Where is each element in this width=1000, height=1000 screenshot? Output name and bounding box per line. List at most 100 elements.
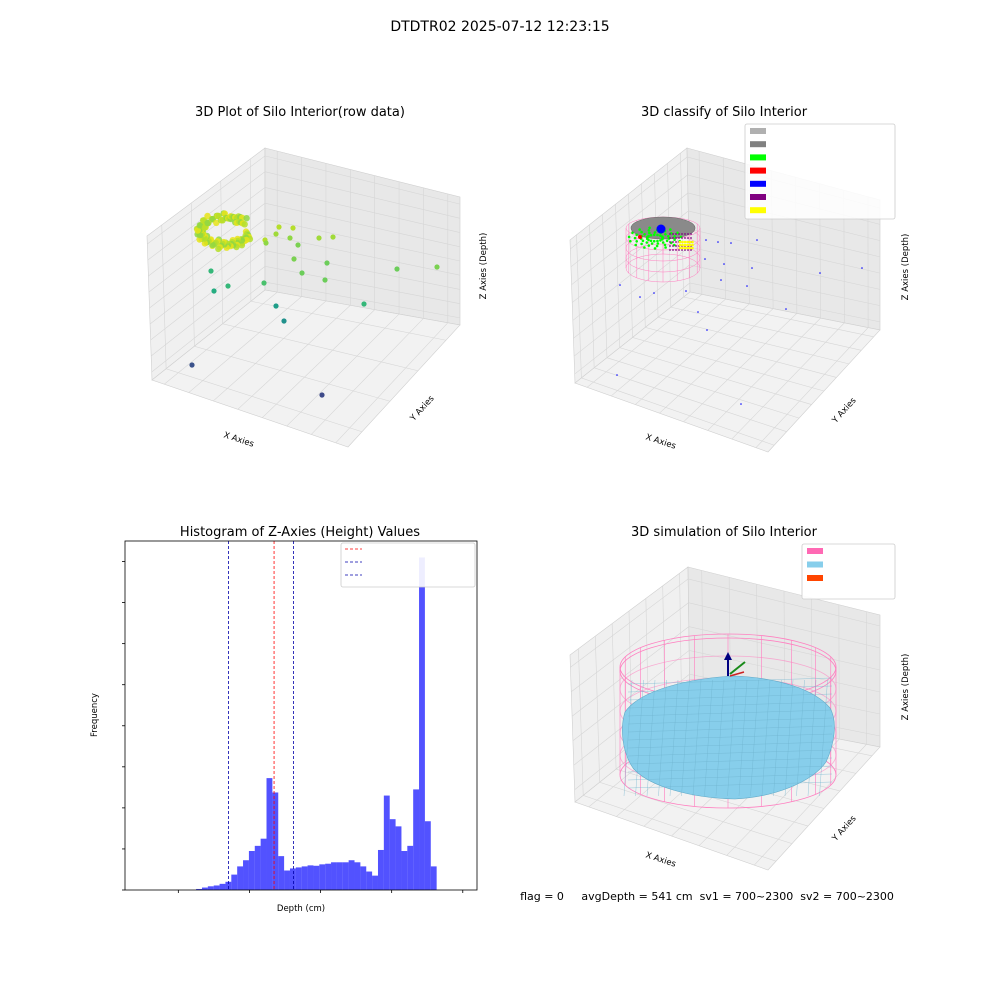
panel2-legend [744, 123, 896, 220]
panel1-point [281, 318, 287, 324]
panel2-sym-point [683, 246, 687, 250]
panel2-sym-point [683, 243, 687, 247]
panel2-interp-point [672, 241, 674, 243]
histogram-bar [295, 867, 302, 890]
panel2-rice-point [648, 226, 651, 230]
histogram-bar [354, 862, 361, 890]
panel2-rice-point [645, 241, 649, 244]
panel2-noise-point [639, 296, 641, 298]
panel2-rice-point [655, 244, 659, 248]
histogram-bar [342, 862, 349, 890]
panel1-point [276, 224, 282, 230]
figure-suptitle: DTDTR02 2025-07-12 12:23:15 [390, 19, 609, 35]
panel1-point [204, 212, 211, 220]
panel1-point [316, 235, 322, 241]
panel-raw-3d: 3D Plot of Silo Interior(row data) X Axi… [146, 105, 489, 450]
panel2-rice-point [635, 233, 638, 236]
panel2-interp-point [675, 233, 677, 235]
histogram-bar [207, 886, 214, 890]
panel2-legend-swatch-1 [750, 141, 766, 148]
panel2-rice-point [667, 235, 670, 238]
panel1-point [295, 242, 301, 248]
histogram-bar [254, 845, 261, 890]
panel4-zlabel: Z Axies (Depth) [901, 654, 911, 721]
panel2-rice-point [656, 239, 659, 243]
panel4-legend-swatch-3 [807, 588, 823, 595]
histogram-bar [336, 862, 343, 890]
panel1-point [273, 231, 279, 237]
histogram-bar [424, 821, 431, 890]
panel2-noise-point [717, 241, 719, 243]
panel2-interp-point [669, 241, 671, 243]
histogram-bar [301, 866, 308, 890]
panel2-interp-point [687, 233, 689, 235]
status-line: flag = 0 avgDepth = 541 cm sv1 = 700~230… [520, 890, 894, 903]
panel2-rice-point [665, 239, 669, 243]
panel1-point [291, 256, 297, 262]
panel1-point [225, 283, 231, 289]
panel1-point [273, 303, 279, 309]
panel2-interp-point [684, 233, 686, 235]
panel2-noise-point [785, 308, 787, 310]
panel2-interp-point [687, 237, 689, 239]
panel2-rice-point [656, 242, 660, 245]
panel1-point [263, 240, 269, 246]
panel2-noise-point [705, 239, 707, 241]
histogram-bar [307, 865, 314, 890]
panel1-point [287, 235, 293, 241]
panel2-rice-point [627, 235, 631, 239]
panel2-noise-cluster [656, 224, 666, 234]
histogram-bar [430, 866, 437, 890]
panel2-noise-points [616, 239, 863, 405]
panel2-legend-swatch-3 [750, 167, 766, 174]
histogram-bar [284, 870, 290, 890]
panel2-interp-point [678, 249, 680, 251]
panel2-interp-point [684, 237, 686, 239]
panel1-point [189, 362, 195, 368]
panel2-interp-point [681, 249, 683, 251]
panel2-rice-point [653, 231, 657, 234]
panel3-title: Histogram of Z-Axies (Height) Values [180, 525, 420, 540]
histogram-bar [248, 850, 255, 890]
panel-classify-3d: 3D classify of Silo Interior X Axies Y A… [569, 105, 911, 453]
panel2-rice-point [634, 243, 637, 247]
panel2-sym-point [688, 240, 692, 244]
histogram-bars [196, 557, 437, 890]
histogram-bar [372, 875, 378, 890]
panel2-interp-point [672, 249, 674, 251]
histogram-bar [272, 792, 279, 890]
histogram-bar [243, 860, 249, 890]
panel2-interp-point [672, 245, 674, 247]
panel2-sym-point [678, 243, 682, 247]
panel2-rice-point [652, 239, 656, 243]
panel2-sym-point [678, 246, 682, 250]
panel2-rice-point [640, 230, 643, 234]
panel2-sym-point [681, 243, 684, 247]
panel2-rice-point [656, 233, 659, 237]
panel1-point [208, 268, 214, 274]
panel2-rice-point [650, 242, 654, 245]
panel1-point [322, 277, 328, 283]
panel2-rice-point [643, 246, 646, 249]
panel4-title: 3D simulation of Silo Interior [631, 525, 818, 540]
panel2-rice-point [676, 231, 679, 235]
panel2-rice-point [661, 241, 665, 244]
panel2-interp-point [678, 233, 680, 235]
panel2-noise-point [861, 267, 863, 269]
panel1-point [194, 227, 201, 234]
panel2-rice-point [664, 246, 667, 249]
panel1-point [434, 264, 440, 270]
panel2-legend-swatch-4 [750, 180, 766, 187]
panel2-rice-point [664, 233, 667, 236]
panel2-silo-wireframe [625, 216, 701, 283]
histogram-bar [348, 860, 355, 890]
histogram-bar [237, 866, 244, 890]
histogram-bar [278, 856, 285, 890]
panel2-sym-point [683, 240, 687, 244]
panel1-point [330, 234, 336, 240]
simulation-rice-surface [622, 675, 835, 800]
histogram-bar [231, 874, 238, 890]
panel2-rice-point [663, 243, 667, 247]
panel2-noise-point [723, 263, 725, 265]
